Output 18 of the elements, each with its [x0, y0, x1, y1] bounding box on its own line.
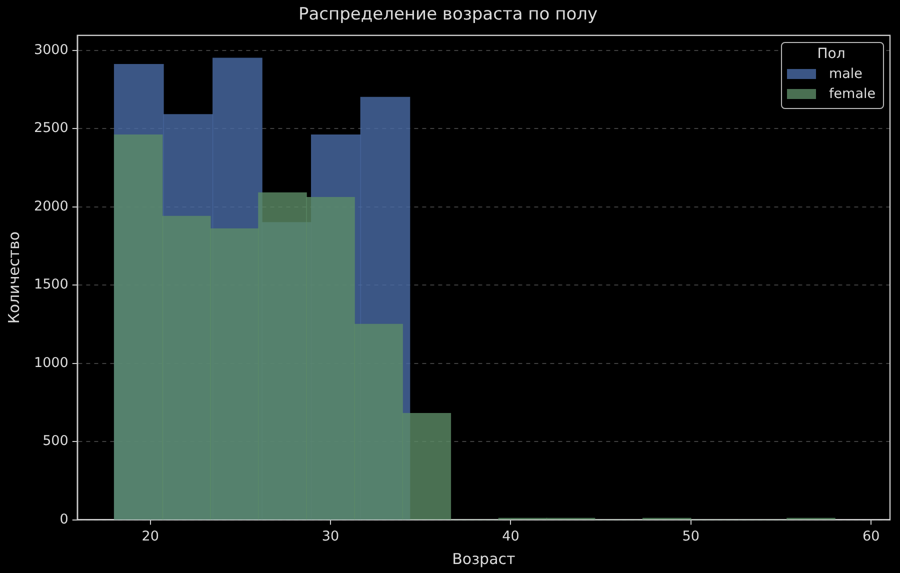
legend-label: male [829, 66, 862, 82]
y-tick-label: 3000 [34, 42, 68, 58]
legend-title: Пол [816, 46, 846, 62]
x-tick-label: 50 [682, 528, 700, 544]
y-tick-label: 1500 [34, 276, 68, 293]
y-tick-label: 2000 [34, 198, 68, 214]
x-tick-label: 20 [142, 528, 159, 544]
y-tick-label: 0 [60, 511, 68, 528]
chart-title: Распределение возраста по полу [298, 4, 598, 25]
y-tick-label: 500 [42, 433, 68, 450]
y-tick-label: 1000 [34, 354, 68, 371]
y-axis-title: Количество [4, 231, 23, 324]
x-tick-label: 40 [502, 528, 520, 544]
x-tick-label: 30 [322, 528, 340, 544]
y-tick-label: 2500 [34, 120, 68, 136]
x-tick-label: 60 [862, 528, 880, 544]
legend-label: female [829, 86, 876, 102]
x-axis-title: Возраст [452, 550, 516, 568]
